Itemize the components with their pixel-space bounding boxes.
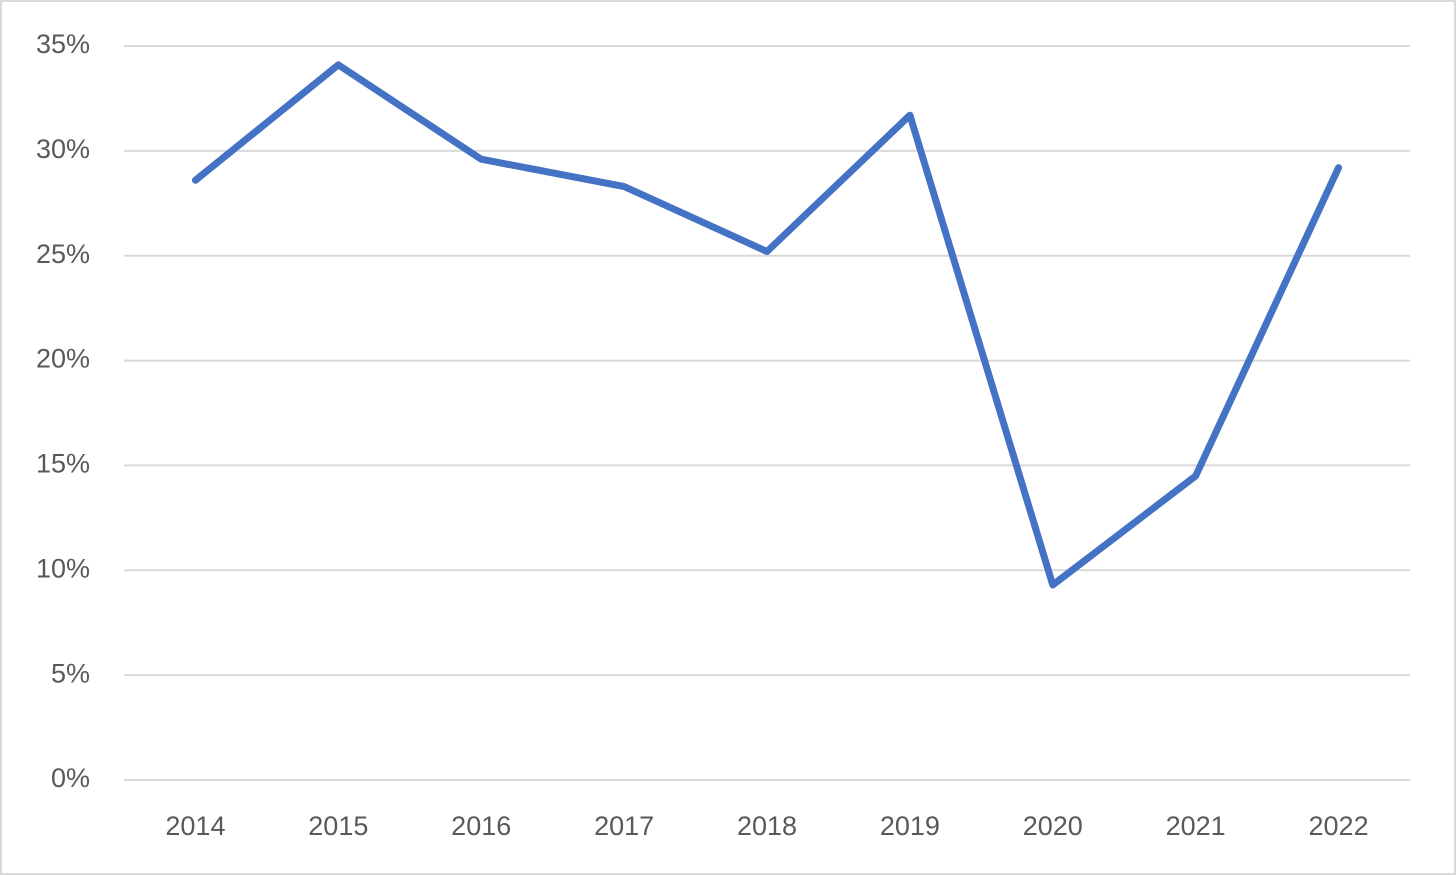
y-tick-label: 10% xyxy=(36,553,90,583)
y-tick-label: 15% xyxy=(36,449,90,479)
line-series xyxy=(191,61,1343,589)
x-tick-label: 2019 xyxy=(880,811,940,841)
x-tick-label: 2014 xyxy=(165,811,225,841)
x-tick-label: 2017 xyxy=(594,811,654,841)
y-tick-label: 20% xyxy=(36,344,90,374)
x-tick-label: 2015 xyxy=(308,811,368,841)
y-tick-label: 0% xyxy=(51,763,90,793)
x-tick-label: 2016 xyxy=(451,811,511,841)
y-tick-label: 30% xyxy=(36,134,90,164)
y-tick-label: 35% xyxy=(36,29,90,59)
x-tick-label: 2021 xyxy=(1166,811,1226,841)
y-tick-label: 25% xyxy=(36,239,90,269)
x-tick-label: 2018 xyxy=(737,811,797,841)
x-tick-label: 2022 xyxy=(1309,811,1369,841)
y-tick-label: 5% xyxy=(51,658,90,688)
x-tick-label: 2020 xyxy=(1023,811,1083,841)
